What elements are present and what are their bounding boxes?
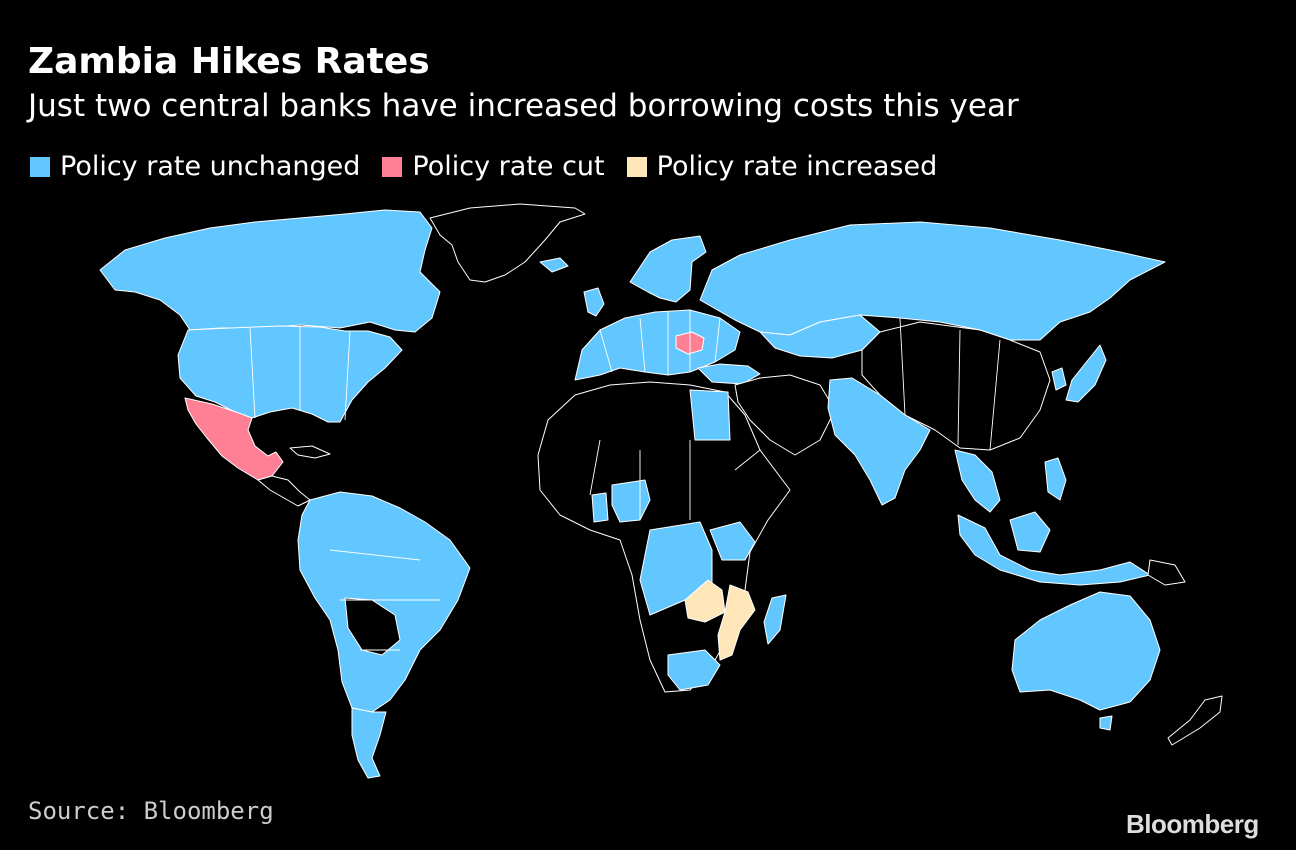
india	[827, 377, 931, 506]
tasmania	[1099, 715, 1113, 731]
middle-east	[734, 374, 836, 456]
bloomberg-logo: Bloomberg	[1126, 809, 1259, 839]
australia	[1011, 591, 1161, 711]
greenland	[429, 203, 586, 283]
united-kingdom	[583, 287, 605, 317]
iceland	[539, 257, 569, 273]
legend-label-increased: Policy rate increased	[656, 151, 938, 182]
bolivia-paraguay	[344, 597, 401, 656]
europe	[574, 309, 741, 381]
legend-label-cut: Policy rate cut	[412, 151, 605, 182]
chart-title: Zambia Hikes Rates	[28, 41, 430, 82]
legend: Policy rate unchanged Policy rate cut Po…	[30, 150, 959, 184]
south-africa	[667, 649, 721, 691]
south-america-north	[297, 491, 471, 713]
south-korea	[1051, 367, 1067, 391]
legend-swatch-unchanged	[30, 157, 50, 177]
egypt	[689, 389, 731, 441]
legend-item-unchanged: Policy rate unchanged	[30, 150, 360, 184]
source-note: Source: Bloomberg	[28, 797, 274, 825]
turkey	[697, 363, 761, 385]
country-borders	[249, 310, 1001, 651]
central-america	[257, 475, 311, 507]
legend-item-increased: Policy rate increased	[626, 150, 938, 184]
malawi-mozambique	[717, 584, 756, 661]
russia	[699, 221, 1166, 341]
scandinavia	[629, 235, 707, 303]
legend-label-unchanged: Policy rate unchanged	[60, 151, 361, 182]
southeast-asia	[954, 449, 1001, 513]
chart-subtitle: Just two central banks have increased bo…	[28, 88, 1019, 124]
philippines	[1044, 457, 1067, 501]
world-map	[99, 203, 1223, 779]
papua-new-guinea	[1147, 559, 1186, 586]
south-america-south	[351, 707, 387, 779]
canada-alaska	[99, 209, 441, 333]
cuba	[289, 445, 331, 459]
ghana	[591, 492, 609, 523]
borneo	[1009, 511, 1051, 553]
new-zealand	[1167, 695, 1223, 746]
mexico	[184, 397, 284, 481]
legend-item-cut: Policy rate cut	[382, 150, 605, 184]
kenya-uganda	[709, 521, 756, 561]
japan	[1065, 344, 1107, 403]
legend-swatch-cut	[382, 157, 403, 177]
madagascar	[763, 594, 787, 645]
legend-swatch-increased	[626, 157, 647, 177]
indonesia	[957, 514, 1151, 586]
